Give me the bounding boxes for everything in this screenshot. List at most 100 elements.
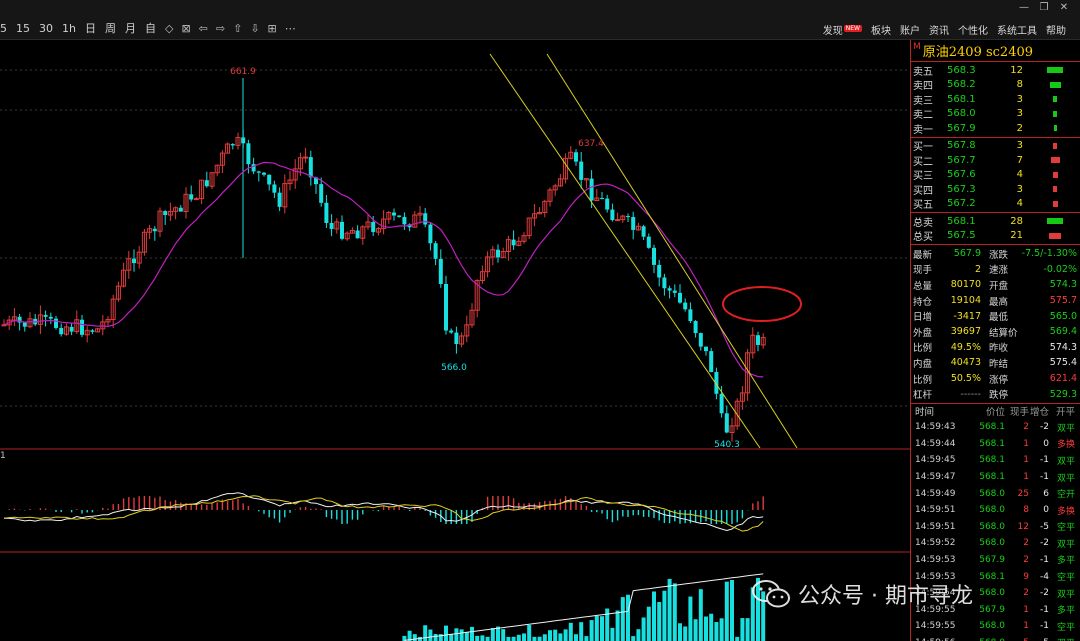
restore-icon[interactable]: ❐ — [1039, 2, 1049, 13]
menu-sector[interactable]: 板块 — [871, 26, 891, 37]
candle-body — [615, 219, 621, 222]
channel-line-upper — [489, 53, 761, 449]
period-day[interactable]: 日 — [84, 22, 96, 35]
tick-list[interactable]: 14:59:43 568.1 2 -2 双平 14:59:44 568.1 1 0 多换 14:59… — [911, 419, 1080, 641]
period-5[interactable]: 5 — [0, 22, 7, 35]
zoom-in-icon[interactable]: ⊠ — [181, 22, 191, 35]
high-label: 661.9 — [230, 67, 256, 77]
candle-body — [537, 212, 543, 215]
close-icon[interactable]: ✕ — [1059, 2, 1069, 13]
candle-body — [121, 269, 127, 287]
arrow-up-icon[interactable]: ⇧ — [233, 22, 243, 35]
stat-value: 39697 — [950, 326, 981, 338]
menu-news[interactable]: 资讯 — [929, 26, 949, 37]
arrow-down-icon[interactable]: ⇩ — [250, 22, 260, 35]
tick-row: 14:59:47 568.1 1 -1 双平 — [911, 469, 1080, 486]
kline-chart[interactable]: 661.9 637.4 566.0 540.3 1 — [0, 40, 910, 641]
bid-price: 567.2 — [947, 198, 976, 210]
candle-body — [262, 172, 266, 175]
candle-body — [141, 231, 147, 253]
candle-body — [704, 346, 708, 352]
bid-row[interactable]: 买三 567.6 4 — [911, 168, 1080, 183]
candle-body — [652, 247, 656, 265]
bid-volume-bar — [1050, 157, 1060, 163]
tick-row: 14:59:49 568.0 25 6 空开 — [911, 485, 1080, 502]
contract-title[interactable]: 原油2409 sc2409 — [922, 45, 1034, 60]
candle-body — [152, 228, 157, 232]
bid-row[interactable]: 买五 567.2 4 — [911, 197, 1080, 211]
period-15[interactable]: 15 — [16, 22, 30, 35]
tick-type: 双平 — [1056, 539, 1075, 550]
ask-row[interactable]: 卖二 568.0 3 — [911, 107, 1080, 121]
ticks-head-time: 时间 — [915, 407, 935, 419]
bid-label: 买三 — [913, 171, 933, 183]
menu-account[interactable]: 账户 — [900, 26, 920, 37]
tick-time: 14:59:51 — [915, 505, 956, 516]
arrow-left-icon[interactable]: ⇦ — [198, 22, 208, 35]
ask-price: 568.1 — [947, 93, 976, 105]
main-menu: 发现 NEW 板块 账户 资讯 个性化 系统工具 帮助 — [814, 22, 1066, 37]
candle-body — [635, 225, 641, 231]
bid-price: 567.3 — [947, 183, 976, 195]
tick-volume: 12 — [1017, 521, 1029, 532]
menu-system-tools[interactable]: 系统工具 — [997, 26, 1037, 37]
candle-body — [485, 256, 491, 273]
volume-group — [402, 577, 766, 641]
more-icon[interactable]: ⋯ — [284, 22, 296, 35]
settings-icon[interactable]: ⊞ — [267, 22, 277, 35]
volume-bar — [709, 613, 714, 641]
bid-row[interactable]: 买一 567.8 3 — [911, 139, 1080, 153]
menu-discover[interactable]: 发现 NEW — [823, 22, 862, 37]
candle-body — [449, 330, 454, 333]
period-week[interactable]: 周 — [104, 22, 116, 35]
tick-type: 空平 — [1056, 523, 1075, 534]
candle-body — [729, 425, 735, 433]
diamond-icon[interactable]: ◇ — [164, 22, 174, 35]
bid-row[interactable]: 买四 567.3 3 — [911, 182, 1080, 197]
tick-type: 双平 — [1056, 456, 1075, 467]
candle-body — [433, 243, 438, 259]
stat-label-2: 最低 — [989, 312, 1009, 324]
tick-price: 567.9 — [979, 554, 1005, 565]
period-custom[interactable]: 自 — [144, 22, 156, 35]
volume-bar — [620, 597, 625, 641]
ask-row[interactable]: 卖五 568.3 12 — [911, 63, 1080, 78]
candle-body — [552, 185, 558, 191]
tick-volume: 25 — [1017, 488, 1029, 499]
candle-body — [626, 216, 630, 218]
total-row[interactable]: 总卖 568.1 28 — [911, 214, 1080, 229]
candle-body — [672, 290, 677, 293]
tick-time: 14:59:53 — [915, 571, 956, 582]
ask-row[interactable]: 卖三 568.1 3 — [911, 92, 1080, 107]
candle-body — [136, 251, 142, 264]
tick-row: 14:59:51 568.0 12 -5 空平 — [911, 519, 1080, 536]
candle-body — [100, 321, 106, 330]
period-month[interactable]: 月 — [124, 22, 136, 35]
kline-svg[interactable]: 661.9 637.4 566.0 540.3 1 — [0, 40, 910, 641]
ask-row[interactable]: 卖一 567.9 2 — [911, 121, 1080, 136]
bid-volume: 4 — [1016, 198, 1023, 210]
ask-row[interactable]: 卖四 568.2 8 — [911, 78, 1080, 92]
market-mark: M — [913, 42, 921, 52]
candle-body — [589, 178, 594, 201]
tick-type: 双平 — [1056, 423, 1075, 434]
arrow-right-icon[interactable]: ⇨ — [215, 22, 226, 35]
total-row[interactable]: 总买 567.5 21 — [911, 229, 1080, 243]
stat-value: 80170 — [950, 279, 981, 291]
minimize-icon[interactable]: — — [1019, 2, 1029, 13]
candle-body — [688, 309, 693, 322]
book-totals: 总卖 568.1 28 总买 567.5 21 — [911, 213, 1080, 245]
bid-row[interactable]: 买二 567.7 7 — [911, 153, 1080, 168]
period-30[interactable]: 30 — [39, 22, 53, 35]
menu-personalize[interactable]: 个性化 — [958, 26, 988, 37]
candle-body — [683, 302, 688, 310]
menu-help[interactable]: 帮助 — [1046, 26, 1066, 37]
volume-bar — [615, 610, 620, 641]
period-1h[interactable]: 1h — [62, 22, 76, 35]
candle-body — [375, 228, 381, 233]
candle-body — [371, 221, 376, 233]
stat-label: 杠杆 — [913, 390, 933, 402]
candle-body — [511, 239, 516, 246]
candle-body — [693, 321, 698, 334]
volume-bar — [652, 591, 656, 641]
